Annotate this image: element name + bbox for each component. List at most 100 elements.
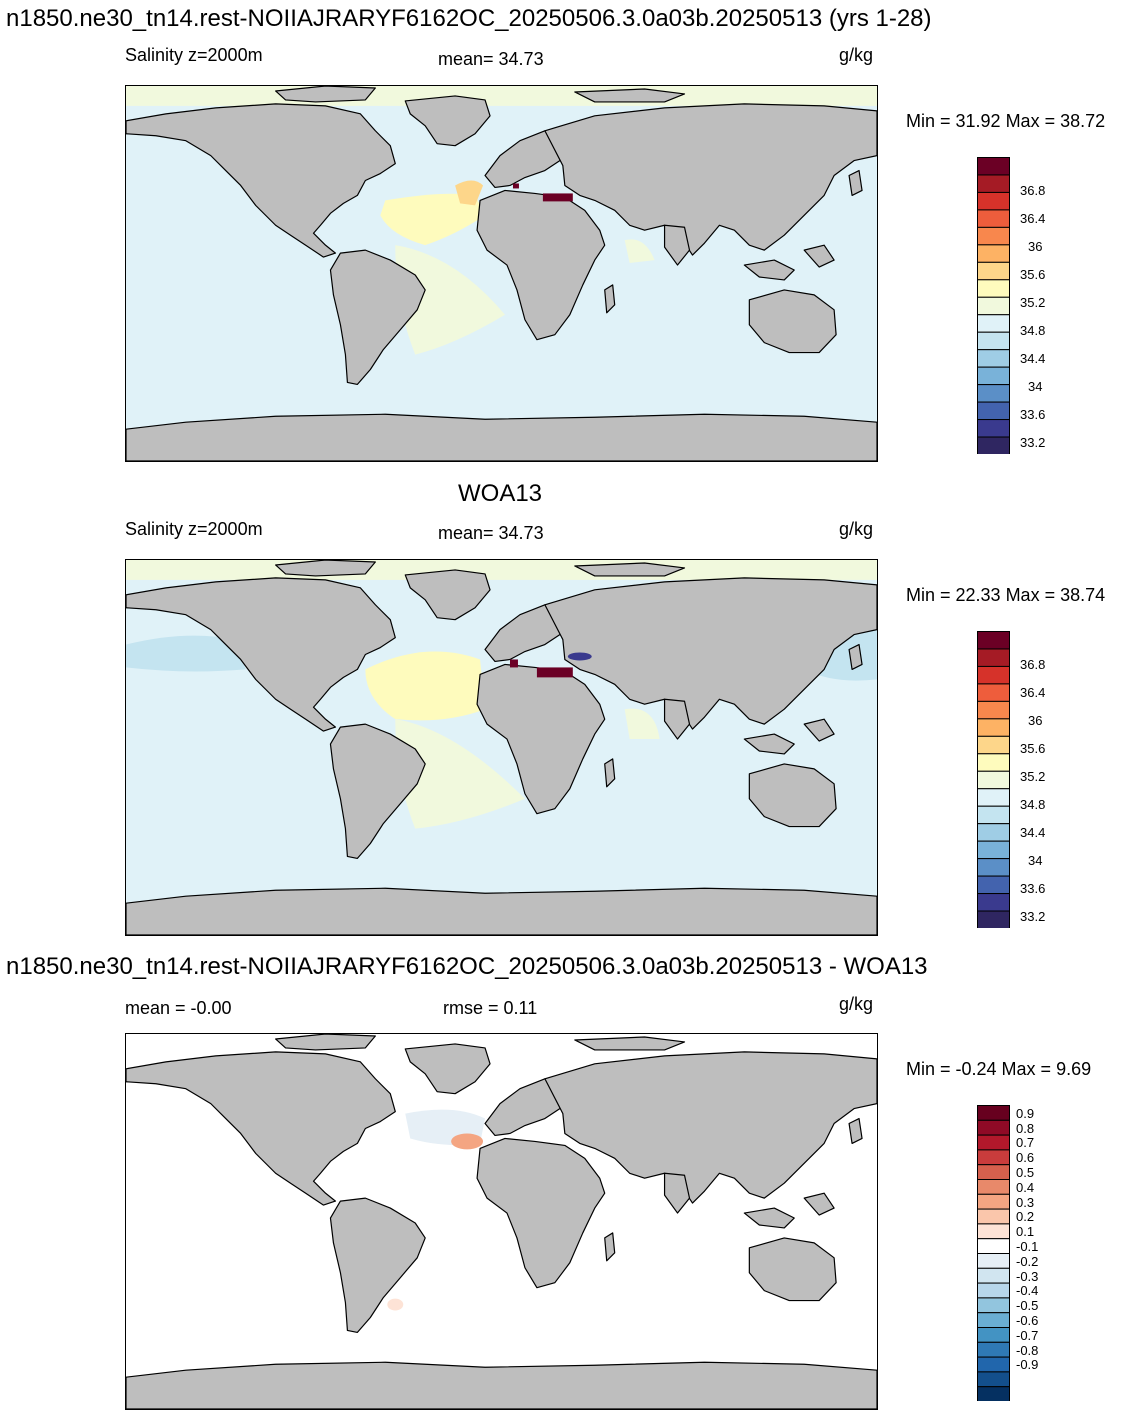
colorbar-swatch — [977, 840, 1010, 860]
colorbar-tick-label: 0.6 — [1016, 1150, 1035, 1166]
colorbar-tick-label: -0.4 — [1016, 1283, 1039, 1299]
landmass — [574, 88, 686, 103]
colorbar-tick-label: 33.2 — [1020, 434, 1046, 450]
colorbar-tick-label: 0.7 — [1016, 1135, 1035, 1151]
colorbar-tick-label: 35.6 — [1020, 740, 1046, 756]
panel3-units: g/kg — [839, 994, 874, 1014]
colorbar-swatch — [977, 419, 1010, 438]
colorbar-tick-label: 35.2 — [1020, 768, 1046, 784]
panel2-colorbar — [977, 631, 1010, 928]
colorbar-swatch — [977, 770, 1010, 790]
med-east-hot — [542, 193, 573, 202]
landmass — [604, 1232, 616, 1262]
black-sea-fresh — [567, 652, 592, 661]
panel1-colorbar — [977, 157, 1010, 454]
colorbar-swatch — [977, 1134, 1010, 1151]
colorbar-tick-label: 36.8 — [1020, 657, 1046, 673]
panel3-map-svg — [126, 1034, 877, 1409]
colorbar-swatch — [977, 191, 1010, 211]
colorbar-swatch — [977, 875, 1010, 895]
landmass — [604, 284, 616, 314]
colorbar-swatch — [977, 1193, 1010, 1210]
colorbar-swatch — [977, 718, 1010, 737]
colorbar-swatch — [977, 735, 1010, 755]
landmass — [663, 1172, 691, 1214]
colorbar-tick-label: -0.5 — [1016, 1298, 1039, 1314]
colorbar-swatch — [977, 366, 1010, 386]
panel1-map — [125, 85, 878, 462]
landmass — [743, 733, 795, 755]
land-masses — [126, 1034, 877, 1409]
colorbar-tick-label: 34.4 — [1020, 350, 1046, 366]
colorbar-swatch — [977, 805, 1010, 825]
panel1-case-title: n1850.ne30_tn14.rest-NOIIAJRARYF6162OC_2… — [6, 5, 932, 32]
landmass — [748, 1237, 837, 1302]
panel2-field-label: Salinity z=2000m — [125, 519, 263, 539]
landmass — [663, 224, 691, 266]
panel2-colorbar-svg — [977, 631, 1010, 928]
colorbar-tick-label: 34.4 — [1020, 824, 1046, 840]
landmass — [404, 95, 491, 147]
colorbar-swatch — [977, 279, 1010, 298]
landmass — [404, 569, 491, 621]
panel1-field-label: Salinity z=2000m — [125, 45, 263, 65]
colorbar-swatch — [977, 1297, 1010, 1314]
landmass — [848, 169, 863, 197]
colorbar-swatch — [977, 753, 1010, 772]
med-outflow-diff — [451, 1133, 484, 1150]
landmass — [404, 1043, 491, 1095]
colorbar-swatch — [977, 1282, 1010, 1299]
colorbar-swatch — [977, 331, 1010, 351]
colorbar-tick-label: 0.5 — [1016, 1165, 1035, 1180]
panel2-mean: mean= 34.73 — [438, 523, 544, 543]
landmass — [743, 1207, 795, 1229]
colorbar-tick-label: 36.4 — [1020, 211, 1046, 227]
colorbar-swatch — [977, 858, 1010, 877]
colorbar-tick-label: -0.1 — [1016, 1239, 1039, 1254]
panel3-colorbar-svg — [977, 1105, 1010, 1401]
landmass — [329, 249, 426, 386]
colorbar-swatch — [977, 893, 1010, 912]
colorbar-tick-label: -0.7 — [1016, 1327, 1039, 1343]
colorbar-tick-label: 0.3 — [1016, 1194, 1035, 1210]
north-atlantic-saline-patch — [380, 193, 486, 246]
colorbar-swatch — [977, 910, 1010, 928]
colorbar-swatch — [977, 1164, 1010, 1181]
colorbar-tick-label: -0.3 — [1016, 1268, 1039, 1284]
colorbar-swatch — [977, 1356, 1010, 1373]
colorbar-tick-label: 34.8 — [1020, 322, 1046, 338]
colorbar-swatch — [977, 1119, 1010, 1136]
colorbar-swatch — [977, 1312, 1010, 1328]
landmass — [329, 1197, 426, 1334]
panel1-minmax: Min = 31.92 Max = 38.72 — [906, 111, 1106, 131]
landmass — [476, 1137, 606, 1289]
landmass — [574, 562, 686, 577]
panel2-map — [125, 559, 878, 936]
south-atlantic-patch — [395, 245, 505, 355]
panel3-rmse: rmse = 0.11 — [443, 998, 538, 1018]
colorbar-tick-label: 36.8 — [1020, 183, 1046, 199]
landmass — [126, 103, 396, 258]
colorbar-swatch — [977, 631, 1010, 650]
colorbar-tick-label: 36 — [1028, 712, 1043, 728]
colorbar-swatch — [977, 226, 1010, 246]
panel3-map — [125, 1033, 878, 1410]
landmass — [803, 244, 835, 268]
landmass — [275, 86, 376, 103]
colorbar-swatch — [977, 296, 1010, 316]
south-atlantic-diff — [387, 1298, 404, 1311]
landmass — [126, 1051, 396, 1206]
colorbar-tick-label: 0.1 — [1016, 1224, 1035, 1240]
panel2-title: WOA13 — [458, 480, 543, 507]
colorbar-tick-label: 34 — [1028, 378, 1043, 394]
panel1-mean: mean= 34.73 — [438, 49, 544, 69]
colorbar-tick-label: 35.6 — [1020, 266, 1046, 282]
colorbar-tick-label: 0.9 — [1016, 1105, 1035, 1121]
colorbar-swatch — [977, 174, 1010, 193]
colorbar-swatch — [977, 1238, 1010, 1254]
colorbar-swatch — [977, 1149, 1010, 1166]
landmass — [848, 1117, 863, 1145]
colorbar-tick-label: 33.6 — [1020, 406, 1046, 422]
landmass — [544, 577, 877, 730]
colorbar-tick-label: 0.4 — [1016, 1179, 1035, 1195]
